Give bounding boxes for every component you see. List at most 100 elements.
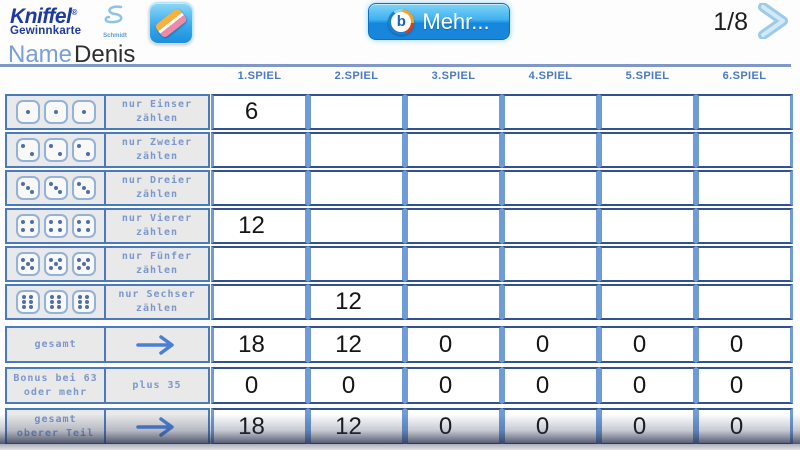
die-pip xyxy=(77,257,82,262)
score-cell[interactable] xyxy=(308,246,405,282)
score-cell[interactable] xyxy=(502,208,599,244)
arrow-right-icon xyxy=(136,416,174,437)
score-cell[interactable] xyxy=(502,246,599,282)
summary-score-cell: 0 xyxy=(696,408,793,445)
score-cell[interactable] xyxy=(405,94,502,130)
die-face-4 xyxy=(71,214,96,238)
die-pip xyxy=(57,228,62,233)
die-pip xyxy=(53,262,58,266)
dice-cell xyxy=(5,284,106,320)
score-cell[interactable] xyxy=(308,132,405,168)
die-pip xyxy=(77,181,82,186)
score-cell[interactable] xyxy=(502,132,599,168)
die-pip xyxy=(21,181,26,186)
summary-score-cell: 0 xyxy=(599,367,696,404)
die-face-6 xyxy=(71,290,96,314)
kniffel-logo-title: Kniffel® xyxy=(10,5,77,28)
score-cell[interactable] xyxy=(405,246,502,282)
next-page-button[interactable] xyxy=(752,2,794,41)
score-cell[interactable] xyxy=(211,132,308,168)
score-cell[interactable] xyxy=(696,94,793,130)
summary-annotation-text: plus 35 xyxy=(132,379,182,391)
mehr-button[interactable]: b Mehr... xyxy=(368,3,510,40)
die-pip xyxy=(57,152,62,157)
score-cell[interactable] xyxy=(502,284,599,320)
score-cell[interactable] xyxy=(696,170,793,206)
page-indicator: 1/8 xyxy=(713,8,748,36)
score-cell[interactable] xyxy=(211,246,308,282)
score-cell[interactable] xyxy=(502,170,599,206)
kniffel-logo-subtitle: Gewinnkarte xyxy=(10,25,82,37)
die-pip xyxy=(57,304,62,309)
score-cell[interactable] xyxy=(696,246,793,282)
summary-score-cell: 0 xyxy=(211,367,308,404)
score-cell[interactable] xyxy=(211,170,308,206)
die-pip xyxy=(77,295,82,300)
row-label-cell: nur Sechser zählen xyxy=(104,284,210,320)
die-pip xyxy=(85,300,90,304)
die-face-5 xyxy=(43,252,68,276)
score-cell[interactable] xyxy=(405,132,502,168)
die-pip xyxy=(77,228,82,233)
score-cell[interactable] xyxy=(405,284,502,320)
die-pip xyxy=(29,190,34,195)
summary-score-cell: 0 xyxy=(308,367,405,404)
die-pip xyxy=(25,186,30,190)
die-pip xyxy=(49,304,54,309)
registered-mark: ® xyxy=(71,8,77,17)
score-cell[interactable]: 12 xyxy=(308,284,405,320)
score-cell[interactable] xyxy=(405,208,502,244)
eraser-button[interactable] xyxy=(149,2,193,44)
die-pip xyxy=(21,143,26,148)
die-face-6 xyxy=(43,290,68,314)
score-cell[interactable] xyxy=(599,246,696,282)
die-pip xyxy=(85,219,90,224)
name-label: Name xyxy=(8,41,73,68)
die-face-2 xyxy=(15,138,40,162)
die-pip xyxy=(57,190,62,195)
column-header-3: 3.SPIEL xyxy=(431,70,476,82)
die-pip xyxy=(29,257,34,262)
summary-score-cell: 0 xyxy=(405,367,502,404)
score-cell[interactable] xyxy=(211,284,308,320)
score-cell[interactable] xyxy=(308,208,405,244)
summary-score-cell: 0 xyxy=(696,326,793,363)
die-pip xyxy=(29,304,34,309)
die-face-5 xyxy=(71,252,96,276)
die-pip xyxy=(85,190,90,195)
score-cell[interactable]: 6 xyxy=(211,94,308,130)
die-face-1 xyxy=(71,100,96,124)
score-cell[interactable] xyxy=(599,284,696,320)
die-pip xyxy=(21,266,26,271)
score-cell[interactable] xyxy=(696,208,793,244)
score-cell[interactable] xyxy=(405,170,502,206)
die-pip xyxy=(49,228,54,233)
die-pip xyxy=(29,152,34,157)
score-cell[interactable] xyxy=(599,94,696,130)
score-cell[interactable] xyxy=(502,94,599,130)
player-name[interactable]: Denis xyxy=(74,41,136,68)
die-pip xyxy=(85,152,90,157)
die-pip xyxy=(77,143,82,148)
die-pip xyxy=(85,257,90,262)
die-pip xyxy=(53,186,58,190)
row-label-cell: nur Vierer zählen xyxy=(104,208,210,244)
score-cell[interactable] xyxy=(696,132,793,168)
summary-score-cell: 0 xyxy=(405,408,502,445)
dice-cell xyxy=(5,170,106,206)
score-cell[interactable] xyxy=(599,132,696,168)
app-logo-letter: b xyxy=(391,11,412,32)
column-header-1: 1.SPIEL xyxy=(237,70,282,82)
die-pip xyxy=(29,228,34,233)
score-cell[interactable]: 12 xyxy=(211,208,308,244)
row-label-text: nur Zweier zählen xyxy=(121,137,193,162)
score-cell[interactable] xyxy=(308,170,405,206)
dice-cell xyxy=(5,94,106,130)
score-cell[interactable] xyxy=(599,208,696,244)
summary-annotation-cell xyxy=(104,408,210,445)
score-cell[interactable] xyxy=(696,284,793,320)
app-logo-icon: b xyxy=(388,8,415,35)
score-cell[interactable] xyxy=(308,94,405,130)
score-cell[interactable] xyxy=(599,170,696,206)
die-pip xyxy=(29,300,34,304)
